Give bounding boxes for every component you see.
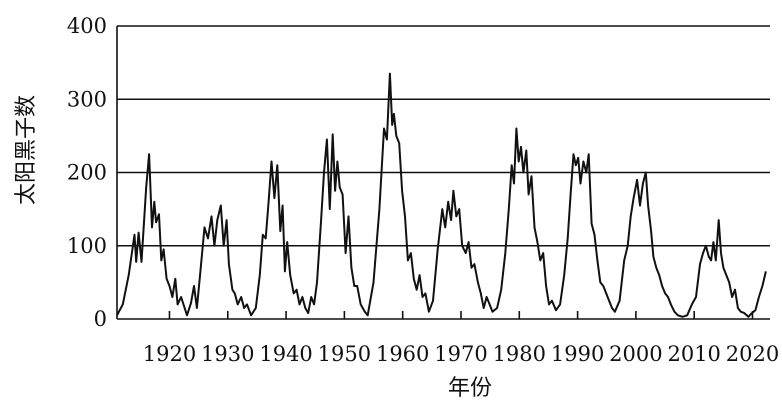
y-tick-label-300: 300 bbox=[67, 87, 107, 111]
x-tick-label-2020: 2020 bbox=[726, 342, 779, 366]
x-tick-label-1940: 1940 bbox=[259, 342, 312, 366]
x-tick-label-1960: 1960 bbox=[376, 342, 429, 366]
gridlines bbox=[117, 25, 770, 247]
x-tick-label-1970: 1970 bbox=[434, 342, 487, 366]
y-tick-label-200: 200 bbox=[67, 161, 107, 185]
series-layer bbox=[116, 72, 767, 318]
y-tick-label-0: 0 bbox=[94, 307, 107, 331]
y-axis-title: 太阳黑子数 bbox=[14, 95, 39, 205]
x-tick-label-2010: 2010 bbox=[667, 342, 720, 366]
sunspot-series-line bbox=[116, 72, 767, 318]
x-tick-labels: 1920 1930 1940 1950 1960 1970 1980 1990 2000 2010… bbox=[143, 311, 779, 366]
y-tick-labels: 0 100 200 300 400 bbox=[67, 14, 107, 331]
y-tick-label-400: 400 bbox=[67, 14, 107, 38]
x-tick-label-1930: 1930 bbox=[201, 342, 254, 366]
x-axis-title: 年份 bbox=[448, 376, 492, 401]
x-tick-label-1950: 1950 bbox=[318, 342, 371, 366]
axes bbox=[116, 26, 770, 320]
y-tick-label-100: 100 bbox=[67, 234, 107, 258]
x-tick-label-1920: 1920 bbox=[143, 342, 196, 366]
x-tick-label-1990: 1990 bbox=[551, 342, 604, 366]
x-tick-label-1980: 1980 bbox=[493, 342, 546, 366]
x-tick-label-2000: 2000 bbox=[609, 342, 662, 366]
